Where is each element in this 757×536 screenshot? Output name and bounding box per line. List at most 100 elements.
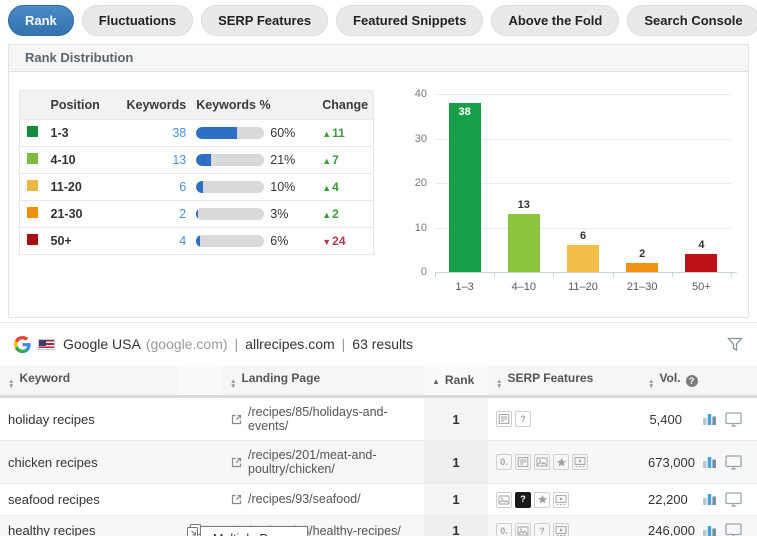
landing-page-url[interactable]: /recipes/85/holidays-and-events/ <box>248 405 388 433</box>
serp-featured-snippet-icon[interactable] <box>515 454 531 471</box>
landing-page-url[interactable]: /recipes/93/seafood/ <box>248 492 361 507</box>
x-axis-tick <box>671 272 673 277</box>
percent-bar-wrap: 60% <box>196 126 312 140</box>
chart-bar-11-20[interactable] <box>567 245 599 272</box>
serp-preview-icon[interactable] <box>725 492 742 507</box>
keywords-count-cell: 38 <box>121 119 192 147</box>
rank-history-chart-icon[interactable] <box>702 492 718 506</box>
filter-icon[interactable] <box>727 337 743 352</box>
serp-features-cell: 0. <box>488 440 640 484</box>
column-header-rank[interactable]: ▲ Rank <box>424 365 488 398</box>
keyword-cell: healthy recipes <box>0 515 178 536</box>
column-header-landing-page[interactable]: ▲ ▼ Landing Page <box>222 365 424 398</box>
serp-question-icon[interactable]: ? <box>515 411 531 428</box>
keyword-name[interactable]: seafood recipes <box>8 491 100 507</box>
keyword-name[interactable]: holiday recipes <box>8 411 95 427</box>
chart-bar-4-10[interactable] <box>507 214 540 272</box>
info-icon[interactable]: ? <box>685 375 698 387</box>
chart-bar-50[interactable] <box>685 254 718 272</box>
distribution-header-keywords: Keywords <box>121 90 192 120</box>
landing-page: /recipes/85/holidays-and-events/ <box>230 405 416 433</box>
rank-distribution-chart: 0 10 20 30 40 38 1–3 13 4–10 6 11–20 2 21–30 4 50+ <box>401 86 739 311</box>
keywords-count-link[interactable]: 6 <box>179 180 187 194</box>
rank-history-chart-icon[interactable] <box>702 412 718 426</box>
serp-star-icon[interactable] <box>553 454 569 471</box>
serp-video-icon[interactable] <box>553 491 569 508</box>
external-link-icon[interactable] <box>230 413 243 426</box>
tab-search-console[interactable]: Search Console <box>627 5 757 36</box>
serp-featured-snippet-icon[interactable] <box>496 411 512 428</box>
serp-zero-icon[interactable]: 0. <box>496 454 512 471</box>
tab-above-the-fold[interactable]: Above the Fold <box>491 5 620 36</box>
serp-image-icon[interactable] <box>515 523 531 536</box>
column-header-keyword-label: Keyword <box>19 371 71 385</box>
gridline <box>435 94 731 95</box>
distribution-header-keywords: Keywords % <box>191 90 318 120</box>
distribution-row-50: 50+ 4 6% ▼24 <box>19 227 374 255</box>
external-link-icon[interactable] <box>230 493 243 506</box>
distribution-row-11-20: 11-20 6 10% ▲4 <box>19 173 374 201</box>
x-axis-category-label: 1–3 <box>455 281 474 293</box>
change-value: ▲2 <box>322 207 339 221</box>
tab-featured-snippets[interactable]: Featured Snippets <box>336 5 484 36</box>
project-site: allrecipes.com <box>245 336 335 352</box>
tab-fluctuations[interactable]: Fluctuations <box>81 5 194 36</box>
change-cell: ▲11 <box>317 119 374 147</box>
column-header-actions[interactable] <box>690 365 757 398</box>
serp-preview-icon[interactable] <box>725 454 742 470</box>
serp-question-icon[interactable]: ? <box>515 491 531 508</box>
arrow-down-icon: ▼ <box>322 237 332 247</box>
serp-preview-icon[interactable] <box>725 411 742 427</box>
tab-serp-features[interactable]: SERP Features <box>201 5 329 36</box>
tab-rank[interactable]: Rank <box>8 5 74 36</box>
chart-bar-21-30[interactable] <box>626 263 659 272</box>
keywords-count-link[interactable]: 38 <box>172 126 187 140</box>
volume-cell: 246,000 <box>640 515 695 536</box>
serp-zero-icon[interactable]: 0. <box>496 523 512 536</box>
keywords-count-link[interactable]: 4 <box>179 234 187 248</box>
keywords-count-cell: 13 <box>121 146 192 174</box>
x-axis-category-label: 50+ <box>692 281 711 293</box>
change-cell: ▲4 <box>317 173 374 201</box>
column-header-pages[interactable] <box>178 365 222 398</box>
serp-preview-icon[interactable] <box>725 523 742 536</box>
serp-video-icon[interactable] <box>572 454 588 471</box>
keyword-table: ▲ ▼ Keyword ▲ ▼ Landing Page ▲ Rank ▲ ▼ SERP Featu… <box>0 365 757 536</box>
results-count: 63 results <box>352 336 413 352</box>
chart-bar-1-3[interactable] <box>448 102 481 272</box>
serp-image-icon[interactable] <box>496 491 512 508</box>
x-axis-tick <box>731 272 732 277</box>
google-logo-icon <box>14 335 31 353</box>
serp-question-icon[interactable]: ? <box>534 523 550 536</box>
serp-image-icon[interactable] <box>534 454 550 471</box>
keywords-count-link[interactable]: 13 <box>172 153 187 167</box>
multiple-pages-tooltip: Multiple Pages <box>200 526 308 536</box>
landing-page-url[interactable]: /recipes/201/meat-and-poultry/chicken/ <box>248 448 377 476</box>
serp-star-icon[interactable] <box>534 491 550 508</box>
percent-bar-track <box>196 181 265 193</box>
arrow-up-icon: ▲ <box>322 156 332 166</box>
multiple-pages-icon[interactable] <box>186 523 214 536</box>
keywords-count-link[interactable]: 2 <box>179 207 187 221</box>
sort-ascending-icon: ▲ <box>432 377 440 386</box>
arrow-up-icon: ▲ <box>322 129 332 139</box>
column-header-keyword[interactable]: ▲ ▼ Keyword <box>0 365 178 398</box>
swatch-cell <box>19 119 46 147</box>
keywords-count-cell: 6 <box>121 173 192 201</box>
keyword-name[interactable]: chicken recipes <box>8 454 98 470</box>
bar-value-label: 2 <box>639 248 646 261</box>
external-link-icon[interactable] <box>230 456 243 469</box>
sort-both-icon: ▲ ▼ <box>648 378 655 390</box>
change-number: 7 <box>332 153 339 167</box>
rank-history-chart-icon[interactable] <box>702 455 718 469</box>
keyword-row-seafood-recipes: seafood recipes/recipes/93/seafood/1? 22,… <box>0 483 757 516</box>
serp-video-icon[interactable] <box>553 523 569 536</box>
keyword-name[interactable]: healthy recipes <box>8 523 96 536</box>
rank-history-chart-icon[interactable] <box>702 524 718 536</box>
percent-bar-wrap: 3% <box>196 207 312 221</box>
swatch-cell <box>19 173 46 201</box>
change-cell: ▲2 <box>317 200 374 228</box>
column-header-serp-features[interactable]: ▲ ▼ SERP Features <box>488 365 640 398</box>
column-header-volume[interactable]: ▲ ▼ Vol.? <box>640 365 698 398</box>
keyword-row-holiday-recipes: holiday recipes/recipes/85/holidays-and-… <box>0 396 757 441</box>
